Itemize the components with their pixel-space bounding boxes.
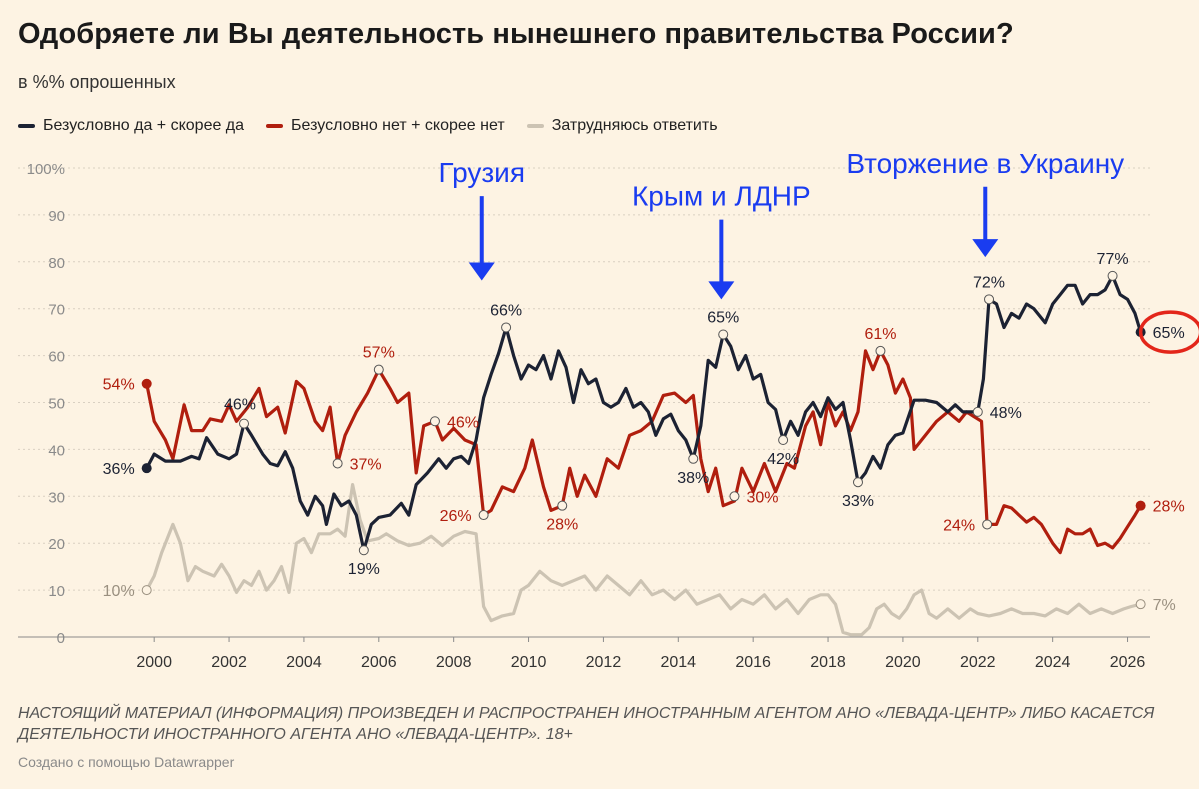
x-tick-label: 2026 <box>1110 654 1146 671</box>
y-tick-label: 40 <box>48 442 65 459</box>
x-tick-label: 2014 <box>660 654 696 671</box>
point-marker-approve <box>688 453 699 464</box>
point-marker-disapprove <box>875 345 886 356</box>
point-label-approve: 19% <box>348 561 380 578</box>
point-label-approve: 42% <box>767 451 799 468</box>
point-label-approve: 38% <box>677 470 709 487</box>
x-tick-label: 2000 <box>136 654 172 671</box>
point-marker-approve <box>972 406 983 417</box>
point-label-disapprove: 61% <box>864 326 896 343</box>
legend-label-disapprove: Безусловно нет + скорее нет <box>291 117 505 134</box>
point-marker-disapprove <box>478 510 489 521</box>
chart-title: Одобряете ли Вы деятельность нынешнего п… <box>18 18 1014 50</box>
point-label-disapprove: 46% <box>447 414 479 431</box>
y-tick-label: 10 <box>48 583 65 600</box>
event-arrow-head <box>468 262 495 281</box>
series-line-unsure <box>145 483 1143 637</box>
point-label-disapprove: 54% <box>103 377 135 394</box>
point-marker-unsure <box>141 585 152 596</box>
event-annotation-label: Грузия <box>439 157 526 188</box>
point-marker-approve <box>718 329 729 340</box>
endpoint-dot-disapprove <box>1135 500 1146 511</box>
foreign-agent-notice: НАСТОЯЩИЙ МАТЕРИАЛ (ИНФОРМАЦИЯ) ПРОИЗВЕД… <box>18 705 1155 743</box>
event-annotation-label: Вторжение в Украину <box>846 148 1124 179</box>
x-tick-label: 2012 <box>586 654 622 671</box>
point-label-approve: 72% <box>973 274 1005 291</box>
point-marker-approve <box>358 545 369 556</box>
point-marker-disapprove <box>557 500 568 511</box>
point-marker-approve <box>239 418 250 429</box>
point-label-approve: 77% <box>1097 251 1129 268</box>
legend-item-approve[interactable]: Безусловно да + скорее да <box>18 117 244 135</box>
legend-label-unsure: Затрудняюсь ответить <box>551 117 718 134</box>
y-tick-label: 80 <box>48 255 65 272</box>
point-label-disapprove: 30% <box>746 489 778 506</box>
point-label-approve: 36% <box>103 461 135 478</box>
point-label-approve: 33% <box>842 493 874 510</box>
point-label-disapprove: 57% <box>363 345 395 362</box>
y-tick-label: 20 <box>48 536 65 553</box>
y-tick-label: 100% <box>27 161 65 178</box>
point-marker-approve <box>501 322 512 333</box>
y-tick-label: 60 <box>48 349 65 366</box>
point-label-disapprove: 28% <box>546 517 578 534</box>
point-label-unsure: 10% <box>103 583 135 600</box>
x-tick-label: 2016 <box>735 654 771 671</box>
legend-swatch-approve <box>18 124 35 128</box>
legend-item-unsure[interactable]: Затрудняюсь ответить <box>526 117 718 135</box>
y-tick-label: 90 <box>48 208 65 225</box>
point-marker-unsure <box>1135 599 1146 610</box>
x-tick-label: 2022 <box>960 654 996 671</box>
chart-subtitle: в %% опрошенных <box>18 72 176 92</box>
x-tick-label: 2006 <box>361 654 397 671</box>
datawrapper-credit: Создано с помощью Datawrapper <box>18 754 235 770</box>
x-tick-label: 2024 <box>1035 654 1071 671</box>
y-tick-label: 30 <box>48 489 65 506</box>
legend-swatch-disapprove <box>266 124 284 128</box>
event-arrow-head <box>708 281 735 300</box>
point-label-disapprove: 28% <box>1153 499 1185 516</box>
legend: Безусловно да + скорее да Безусловно нет… <box>18 117 718 135</box>
x-tick-label: 2002 <box>211 654 247 671</box>
point-label-disapprove: 26% <box>440 508 472 525</box>
x-tick-label: 2020 <box>885 654 921 671</box>
legend-swatch-unsure <box>526 124 544 128</box>
point-marker-approve <box>852 477 863 488</box>
point-marker-approve <box>778 435 789 446</box>
point-label-disapprove: 24% <box>943 517 975 534</box>
point-label-unsure: 7% <box>1153 597 1176 614</box>
point-label-approve: 46% <box>224 397 256 414</box>
x-tick-label: 2008 <box>436 654 472 671</box>
endpoint-dot-approve <box>141 463 152 474</box>
highlight-circle <box>1138 310 1199 354</box>
series-line-approve <box>145 274 1143 552</box>
endpoint-dot-disapprove <box>141 378 152 389</box>
point-label-disapprove: 37% <box>350 456 382 473</box>
point-label-approve: 65% <box>707 309 739 326</box>
y-tick-label: 0 <box>57 630 65 647</box>
point-label-approve: 66% <box>490 302 522 319</box>
point-marker-approve <box>984 294 995 305</box>
point-marker-disapprove <box>429 416 440 427</box>
y-tick-label: 70 <box>48 302 65 319</box>
point-marker-disapprove <box>373 364 384 375</box>
legend-item-disapprove[interactable]: Безусловно нет + скорее нет <box>266 117 505 135</box>
point-marker-disapprove <box>332 458 343 469</box>
point-marker-disapprove <box>982 519 993 530</box>
x-tick-label: 2010 <box>511 654 547 671</box>
event-annotation-label: Крым и ЛДНР <box>632 181 811 212</box>
series-line-disapprove <box>145 349 1143 555</box>
point-marker-disapprove <box>729 491 740 502</box>
point-marker-approve <box>1107 270 1118 281</box>
point-label-approve: 48% <box>990 405 1022 422</box>
y-tick-label: 50 <box>48 396 65 413</box>
legend-label-approve: Безусловно да + скорее да <box>43 117 245 134</box>
x-tick-label: 2018 <box>810 654 846 671</box>
x-tick-label: 2004 <box>286 654 322 671</box>
point-label-approve: 65% <box>1153 325 1185 342</box>
event-arrow-head <box>972 239 999 258</box>
